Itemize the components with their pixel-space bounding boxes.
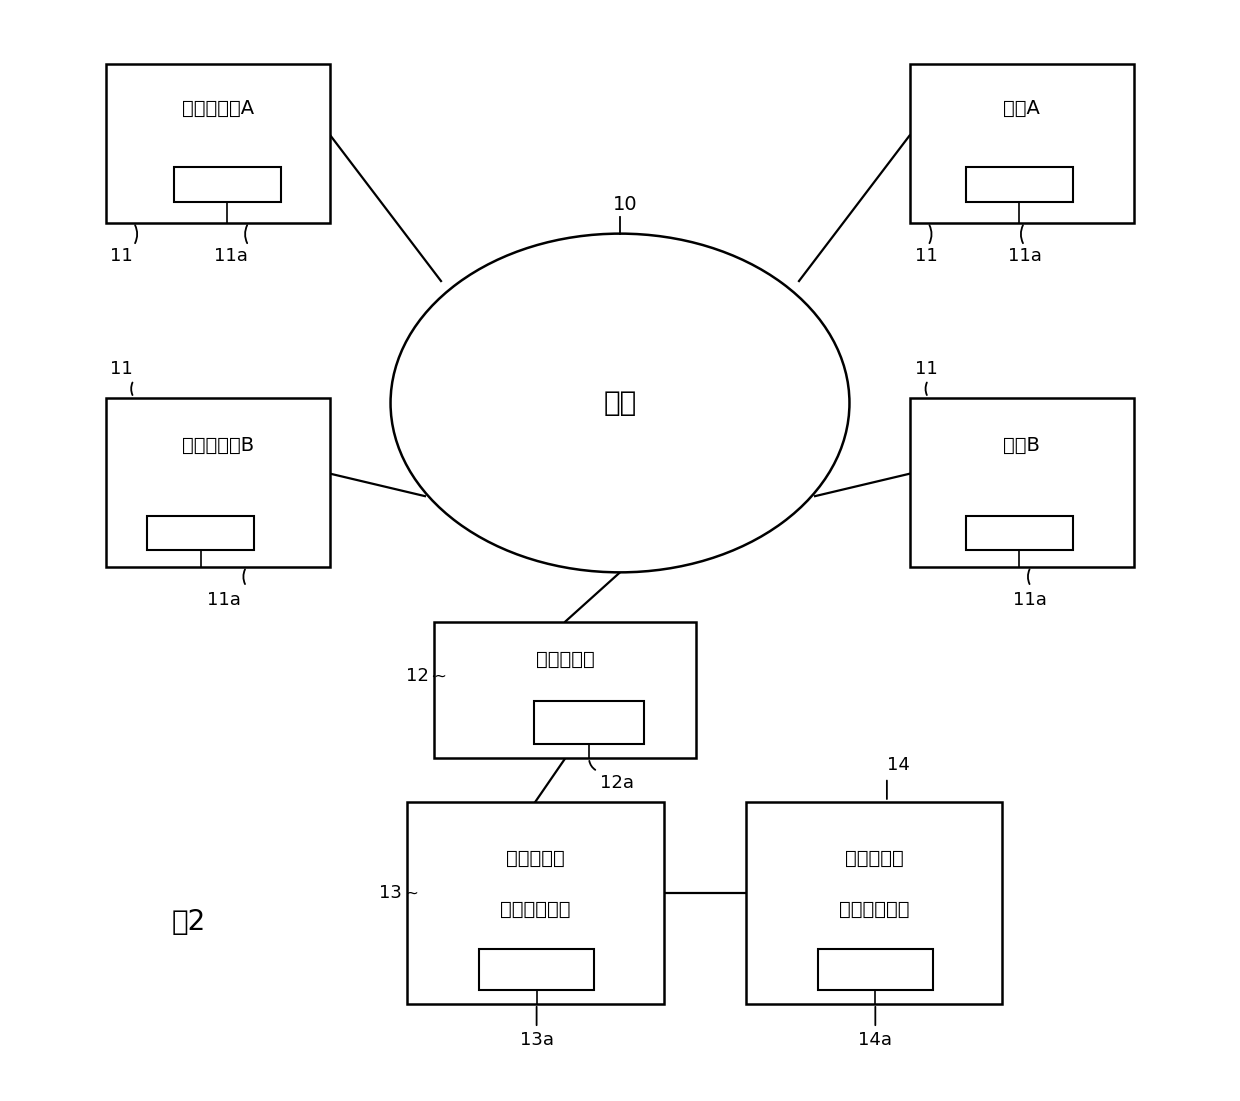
Text: 销售代理人B: 销售代理人B: [182, 436, 254, 455]
Bar: [910, 397, 1133, 567]
Text: （实际工厂）: （实际工厂）: [838, 900, 909, 918]
Text: 11: 11: [109, 247, 133, 264]
Text: 14a: 14a: [858, 1032, 893, 1049]
Bar: [966, 167, 1073, 203]
Text: 图2: 图2: [172, 908, 206, 936]
Bar: [966, 516, 1073, 550]
Text: ~: ~: [405, 885, 419, 901]
Bar: [174, 167, 281, 203]
Ellipse shape: [391, 233, 849, 573]
Bar: [479, 949, 594, 990]
Bar: [745, 802, 1002, 1004]
Text: 11a: 11a: [1008, 247, 1042, 264]
Bar: [817, 949, 934, 990]
Text: 11a: 11a: [213, 247, 248, 264]
Text: 用户B: 用户B: [1003, 436, 1040, 455]
Text: （虚拟工厂）: （虚拟工厂）: [500, 900, 570, 918]
Text: 10: 10: [613, 195, 637, 214]
Text: 11: 11: [915, 247, 937, 264]
Text: 小型加工厂: 小型加工厂: [844, 849, 904, 868]
Text: ~: ~: [433, 668, 446, 684]
Text: 小型加工厂: 小型加工厂: [506, 849, 564, 868]
Bar: [910, 64, 1133, 222]
Text: 销售代理人A: 销售代理人A: [182, 99, 254, 118]
Text: 13a: 13a: [520, 1032, 553, 1049]
Bar: [107, 64, 330, 222]
Text: 网络: 网络: [604, 389, 636, 417]
Bar: [107, 397, 330, 567]
Bar: [534, 700, 644, 744]
Text: 13: 13: [378, 884, 402, 902]
Text: 14: 14: [887, 756, 910, 774]
Bar: [407, 802, 663, 1004]
Text: 连接服务器: 连接服务器: [536, 651, 595, 669]
Text: 11: 11: [915, 360, 937, 378]
Text: 12a: 12a: [600, 774, 634, 793]
Text: 11: 11: [109, 360, 133, 378]
Text: 12: 12: [405, 667, 429, 685]
Bar: [434, 622, 697, 759]
Text: 用户A: 用户A: [1003, 99, 1040, 118]
Bar: [146, 516, 254, 550]
Text: 11a: 11a: [207, 591, 241, 609]
Text: 11a: 11a: [1013, 591, 1048, 609]
